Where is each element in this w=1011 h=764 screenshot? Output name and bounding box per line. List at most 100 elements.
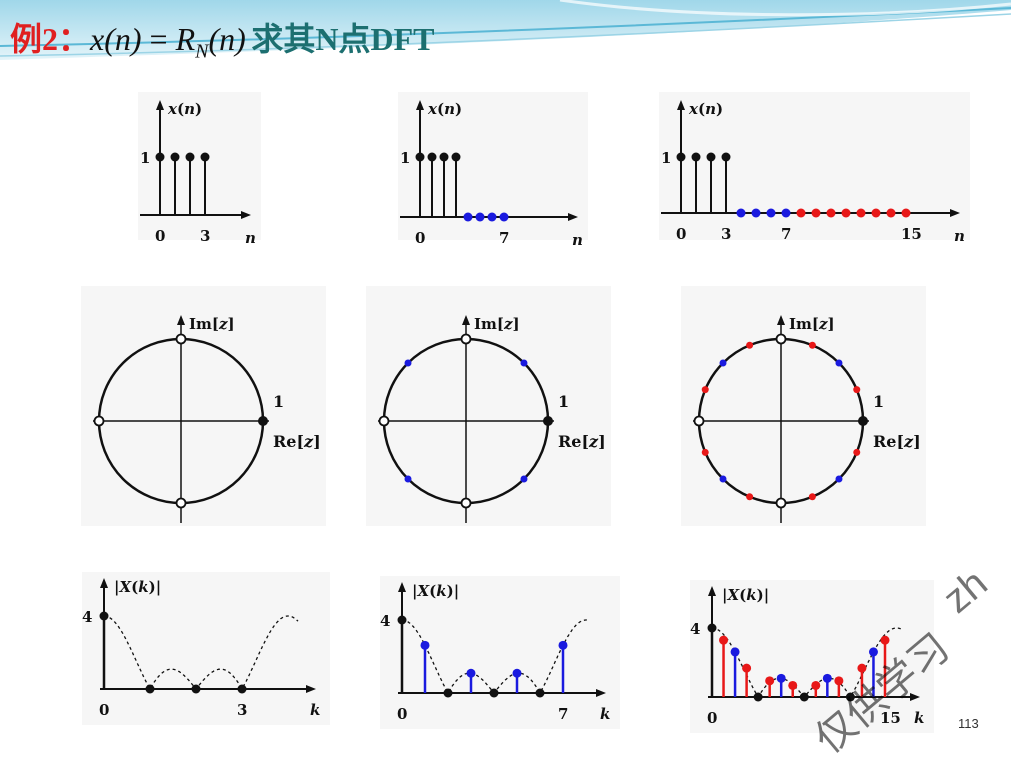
header-decoration	[0, 0, 1011, 60]
title-suffix: 求其N点DFT	[251, 21, 435, 57]
sample-point	[676, 152, 686, 162]
sample-point	[706, 152, 716, 162]
sample-point	[901, 208, 911, 218]
real-axis-label: Re[z]	[558, 432, 606, 451]
plot-background	[82, 572, 330, 725]
dft-point	[420, 640, 430, 650]
y-axis-arrow	[100, 578, 108, 588]
zero-marker	[693, 415, 705, 427]
y-axis-arrow	[416, 100, 424, 110]
one-label: 1	[273, 392, 284, 411]
sequence-plot-3: x(n) 1 n 0 3 7 15	[659, 92, 970, 245]
zero-point	[853, 448, 861, 456]
z-plane-3: Im[z] Re[z] 1	[681, 286, 926, 526]
sample-point	[856, 208, 866, 218]
one-label: 1	[873, 392, 884, 411]
zero-marker	[175, 497, 187, 509]
real-axis-label: Re[z]	[873, 432, 921, 451]
plot-background	[366, 286, 611, 526]
sample-point	[721, 152, 731, 162]
page-title: 例2：x(n) = RN(n) 求其N点DFT	[10, 14, 434, 62]
sequence-plot-1: x(n) 1 n 0 3	[138, 92, 261, 247]
dft-point	[397, 615, 407, 625]
real-axis-label: Re[z]	[273, 432, 321, 451]
zero-point	[701, 448, 709, 456]
x-tick-label: 3	[237, 701, 247, 719]
dft-point	[730, 647, 740, 657]
imag-axis-label: Im[z]	[474, 315, 520, 333]
x-axis-arrow	[568, 213, 578, 221]
example-label: 例2：	[10, 21, 91, 57]
dft-point	[845, 692, 855, 702]
imag-axis-label: Im[z]	[189, 315, 235, 333]
x-tick-label: 0	[415, 229, 425, 247]
sample-point	[841, 208, 851, 218]
y-axis-arrow	[398, 582, 406, 592]
zero-marker	[378, 415, 390, 427]
x-tick-label: 7	[558, 705, 568, 723]
sample-point	[826, 208, 836, 218]
zero-marker	[460, 333, 472, 345]
y-axis-label: x(n)	[427, 100, 462, 118]
dft-point	[857, 663, 867, 673]
dft-point	[191, 684, 201, 694]
x-axis-label: k	[310, 701, 320, 719]
zero-point	[404, 475, 412, 483]
dft-point	[834, 676, 844, 686]
sample-point	[451, 152, 461, 162]
plot-background	[681, 286, 926, 526]
y-axis-label: x(n)	[688, 100, 723, 118]
sample-point	[439, 152, 449, 162]
x-tick-label: 0	[99, 701, 109, 719]
sample-point	[475, 212, 485, 222]
dft-point	[443, 688, 453, 698]
dft-point	[753, 692, 763, 702]
sample-point	[781, 208, 791, 218]
imag-axis-label: Im[z]	[789, 315, 835, 333]
zero-marker	[775, 497, 787, 509]
y-axis-label: |X(k)|	[114, 578, 161, 596]
y-tick-label: 4	[380, 612, 390, 630]
plot-background	[690, 580, 934, 733]
dft-point	[489, 688, 499, 698]
y-tick-label: 1	[140, 149, 150, 167]
plot-background	[380, 576, 620, 729]
y-axis-label: |X(k)|	[722, 586, 769, 604]
x-axis-label: k	[600, 705, 610, 723]
zero-point	[746, 493, 754, 501]
y-axis-arrow	[677, 100, 685, 110]
magnitude-plot-1: |X(k)| 4 k 0 3	[82, 572, 330, 725]
one-label: 1	[558, 392, 569, 411]
zero-point	[746, 341, 754, 349]
x-tick-label: 3	[200, 227, 210, 245]
dft-point	[811, 680, 821, 690]
x-tick-label: 15	[901, 225, 922, 243]
plot-background	[81, 286, 326, 526]
y-axis-label: x(n)	[167, 100, 202, 118]
x-axis-label: k	[914, 709, 924, 727]
dft-point	[558, 640, 568, 650]
pole-zero-point	[858, 416, 868, 426]
sample-point	[155, 152, 165, 162]
zero-point	[404, 359, 412, 367]
zero-marker	[175, 333, 187, 345]
x-tick-label: 0	[676, 225, 686, 243]
y-tick-label: 4	[690, 620, 700, 638]
x-axis-arrow	[306, 685, 316, 693]
dft-point	[799, 692, 809, 702]
x-tick-label: 7	[499, 229, 509, 247]
pole-zero-point	[543, 416, 553, 426]
y-tick-label: 1	[661, 149, 671, 167]
sample-point	[415, 152, 425, 162]
x-axis-label: n	[245, 229, 256, 247]
x-axis-arrow	[910, 693, 920, 701]
sequence-plot-2: x(n) 1 n 0 7	[398, 92, 588, 249]
x-tick-label: 0	[707, 709, 717, 727]
dft-point	[742, 663, 752, 673]
x-tick-label: 7	[781, 225, 791, 243]
dft-point	[237, 684, 247, 694]
y-axis-label: |X(k)|	[412, 582, 459, 600]
dft-point	[822, 673, 832, 683]
zero-point	[835, 475, 843, 483]
zero-point	[808, 493, 816, 501]
